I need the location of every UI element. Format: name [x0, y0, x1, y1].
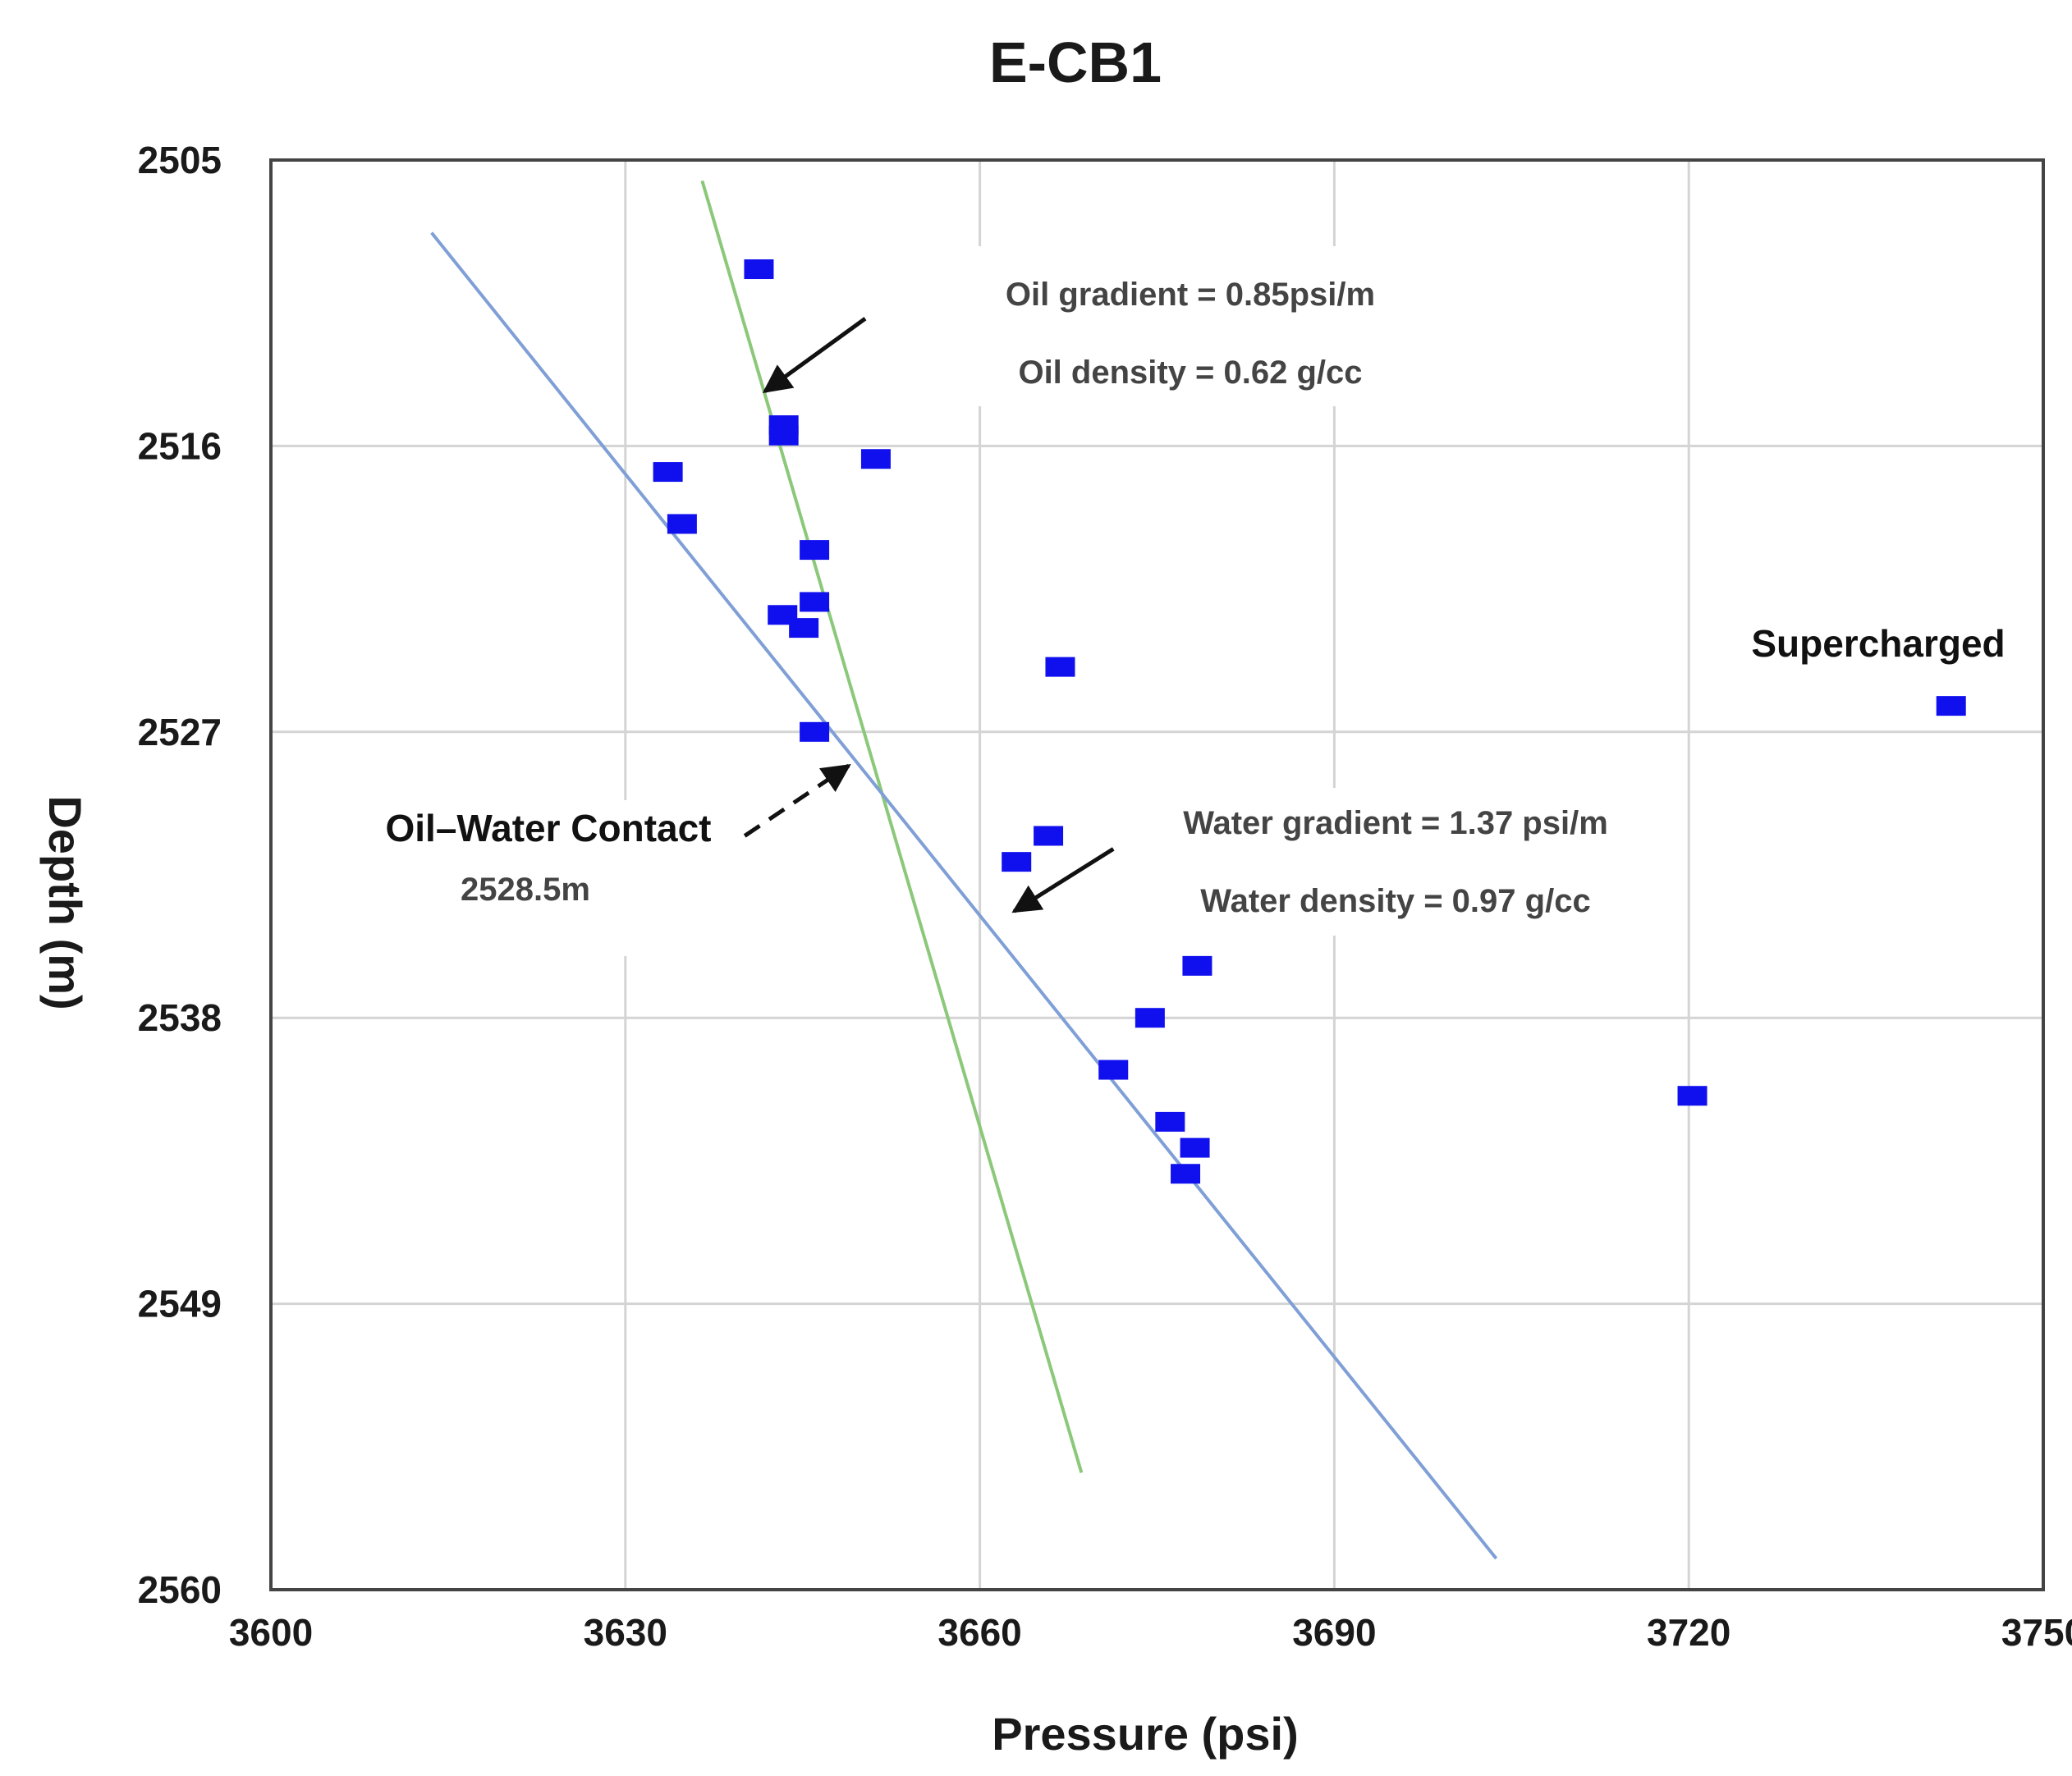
annotation-arrows — [743, 317, 1115, 913]
x-tick-label: 3630 — [584, 1611, 667, 1654]
y-tick-label: 2527 — [138, 711, 222, 753]
x-tick-label: 3750 — [2001, 1611, 2072, 1654]
data-point — [1936, 696, 1966, 716]
y-tick-label: 2516 — [138, 424, 222, 467]
data-point — [800, 592, 830, 612]
water-gradient-arrow — [1011, 847, 1115, 913]
x-tick-label: 3600 — [229, 1611, 313, 1654]
data-point — [653, 462, 683, 483]
y-tick-label: 2560 — [138, 1568, 222, 1611]
data-point — [1180, 1137, 1210, 1158]
x-tick-label: 3690 — [1292, 1611, 1376, 1654]
data-point — [1034, 826, 1064, 846]
data-point — [860, 449, 891, 469]
chart-title: E-CB1 — [989, 30, 1162, 94]
data-point — [1182, 955, 1212, 976]
data-point — [744, 259, 774, 280]
oil-gradient-label: Oil gradient = 0.85psi/m — [1006, 277, 1375, 313]
data-point — [1045, 657, 1075, 677]
x-axis-label: Pressure (psi) — [992, 1708, 1299, 1760]
x-tick-labels: 3600 3630 3660 3690 3720 3750 — [229, 1611, 2072, 1654]
data-point — [1155, 1111, 1185, 1132]
water-annotation-backdrop — [1133, 788, 1658, 936]
y-axis-label: Depth (m) — [39, 795, 91, 1009]
water-gradient-label: Water gradient = 1.37 psi/m — [1183, 805, 1608, 841]
data-point — [667, 514, 697, 534]
data-point — [1677, 1086, 1708, 1106]
y-tick-label: 2549 — [138, 1283, 222, 1325]
supercharged-label: Supercharged — [1751, 622, 2005, 665]
oil-density-label: Oil density = 0.62 g/cc — [1018, 355, 1362, 391]
oil-gradient-arrow — [762, 317, 867, 393]
y-tick-label: 2505 — [138, 139, 222, 181]
x-tick-label: 3720 — [1647, 1611, 1730, 1654]
oil-gradient-line — [700, 180, 1084, 1474]
x-tick-label: 3660 — [937, 1611, 1021, 1654]
plot-frame — [269, 158, 2045, 1591]
data-point — [800, 721, 830, 742]
y-tick-labels: 2505 2516 2527 2538 2549 2560 — [138, 139, 222, 1611]
water-density-label: Water density = 0.97 g/cc — [1200, 883, 1590, 919]
contact-label: Oil–Water Contact — [385, 807, 711, 849]
data-point — [789, 618, 819, 639]
water-gradient-line — [430, 231, 1498, 1560]
data-point — [800, 540, 830, 561]
data-point — [1002, 852, 1032, 872]
data-points — [653, 259, 1966, 1184]
gradient-lines — [430, 180, 1498, 1560]
data-point — [1171, 1164, 1201, 1184]
data-point — [768, 425, 799, 446]
data-point — [1135, 1008, 1165, 1028]
contact-annotation-backdrop — [345, 800, 747, 956]
contact-arrow — [743, 763, 851, 838]
data-point — [1098, 1060, 1129, 1080]
y-tick-label: 2538 — [138, 996, 222, 1039]
oil-annotation-backdrop — [952, 246, 1420, 406]
contact-depth-label: 2528.5m — [461, 872, 590, 908]
